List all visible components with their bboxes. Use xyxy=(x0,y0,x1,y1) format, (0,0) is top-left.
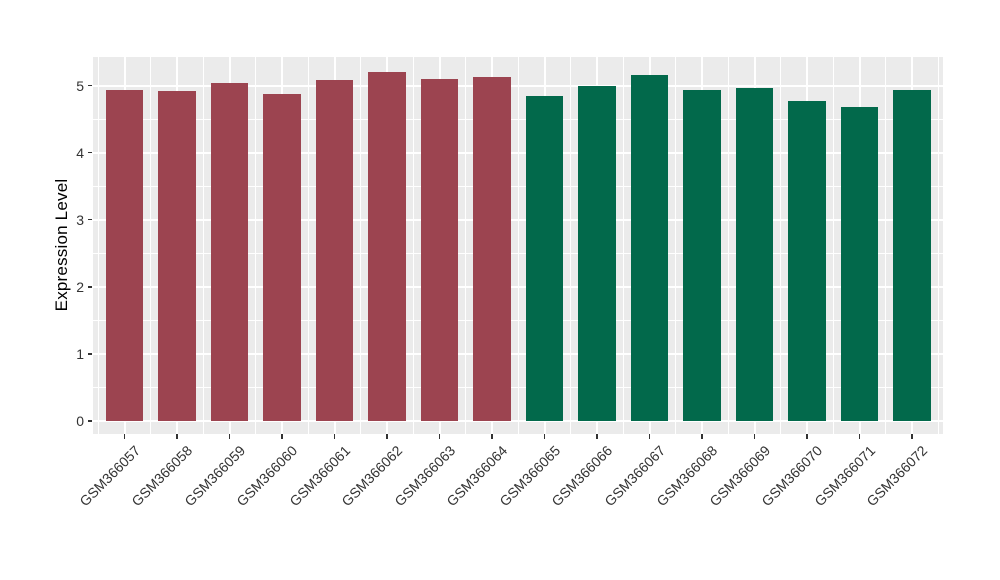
x-tick xyxy=(648,434,651,439)
x-tick xyxy=(806,434,808,439)
x-tick xyxy=(543,434,546,439)
gridline-horizontal-minor xyxy=(93,118,943,120)
bar xyxy=(893,90,931,421)
bar xyxy=(263,94,301,421)
bar xyxy=(158,90,196,421)
x-tick xyxy=(701,434,703,439)
gridline-horizontal-major xyxy=(93,352,943,355)
y-tick xyxy=(88,84,92,87)
x-tick xyxy=(491,434,493,439)
gridline-vertical-minor xyxy=(517,57,519,434)
gridline-vertical-minor xyxy=(570,57,572,434)
gridline-horizontal-major xyxy=(93,84,943,87)
y-tick-label: 5 xyxy=(76,77,84,94)
x-tick xyxy=(911,434,913,439)
gridline-horizontal-major xyxy=(93,285,943,288)
gridline-vertical-minor xyxy=(675,57,677,434)
x-tick xyxy=(281,434,283,439)
x-tick xyxy=(438,434,441,439)
gridline-horizontal-minor xyxy=(93,185,943,187)
y-tick xyxy=(88,420,92,422)
bar xyxy=(788,100,826,421)
y-tick xyxy=(88,353,92,355)
y-tick-label: 2 xyxy=(76,278,84,295)
gridline-vertical-minor xyxy=(780,57,782,434)
y-tick-label: 4 xyxy=(76,144,84,161)
gridline-vertical-minor xyxy=(832,57,834,434)
bar xyxy=(735,88,774,421)
y-tick xyxy=(88,219,92,221)
gridline-vertical-minor xyxy=(202,57,204,434)
bar xyxy=(420,78,459,421)
gridline-vertical-minor xyxy=(360,57,362,434)
x-tick xyxy=(123,434,126,439)
x-tick xyxy=(753,434,756,439)
x-tick xyxy=(333,434,336,439)
gridline-vertical-minor xyxy=(622,57,624,434)
gridline-vertical-minor xyxy=(307,57,309,434)
bar xyxy=(105,90,144,421)
gridline-horizontal-minor xyxy=(93,386,943,388)
y-tick xyxy=(88,286,92,288)
gridline-horizontal-major xyxy=(93,151,943,154)
bar xyxy=(473,76,511,421)
x-tick xyxy=(176,434,178,439)
x-tick xyxy=(386,434,388,439)
gridline-horizontal-minor xyxy=(93,252,943,254)
bar xyxy=(683,90,721,421)
gridline-vertical-minor xyxy=(255,57,257,434)
x-tick xyxy=(858,434,861,439)
x-tick xyxy=(596,434,598,439)
gridline-vertical-minor xyxy=(727,57,729,434)
gridline-horizontal-major xyxy=(93,420,943,422)
bar xyxy=(210,82,249,421)
plot-panel xyxy=(93,57,943,434)
bar xyxy=(840,106,879,421)
bar xyxy=(630,75,669,421)
gridline-horizontal-major xyxy=(93,218,943,221)
bar xyxy=(315,80,354,421)
gridline-vertical-minor xyxy=(465,57,467,434)
gridline-vertical-minor xyxy=(937,57,939,434)
bar xyxy=(525,96,564,421)
y-tick-label: 3 xyxy=(76,211,84,228)
x-tick xyxy=(228,434,231,439)
y-tick-label: 1 xyxy=(76,345,84,362)
y-tick xyxy=(88,152,92,154)
gridline-horizontal-minor xyxy=(93,319,943,321)
gridline-vertical-minor xyxy=(412,57,414,434)
bar xyxy=(578,86,616,421)
gridline-vertical-minor xyxy=(150,57,152,434)
gridline-vertical-minor xyxy=(97,57,99,434)
y-tick-label: 0 xyxy=(76,413,84,429)
gridline-vertical-minor xyxy=(885,57,887,434)
bar xyxy=(368,72,406,421)
